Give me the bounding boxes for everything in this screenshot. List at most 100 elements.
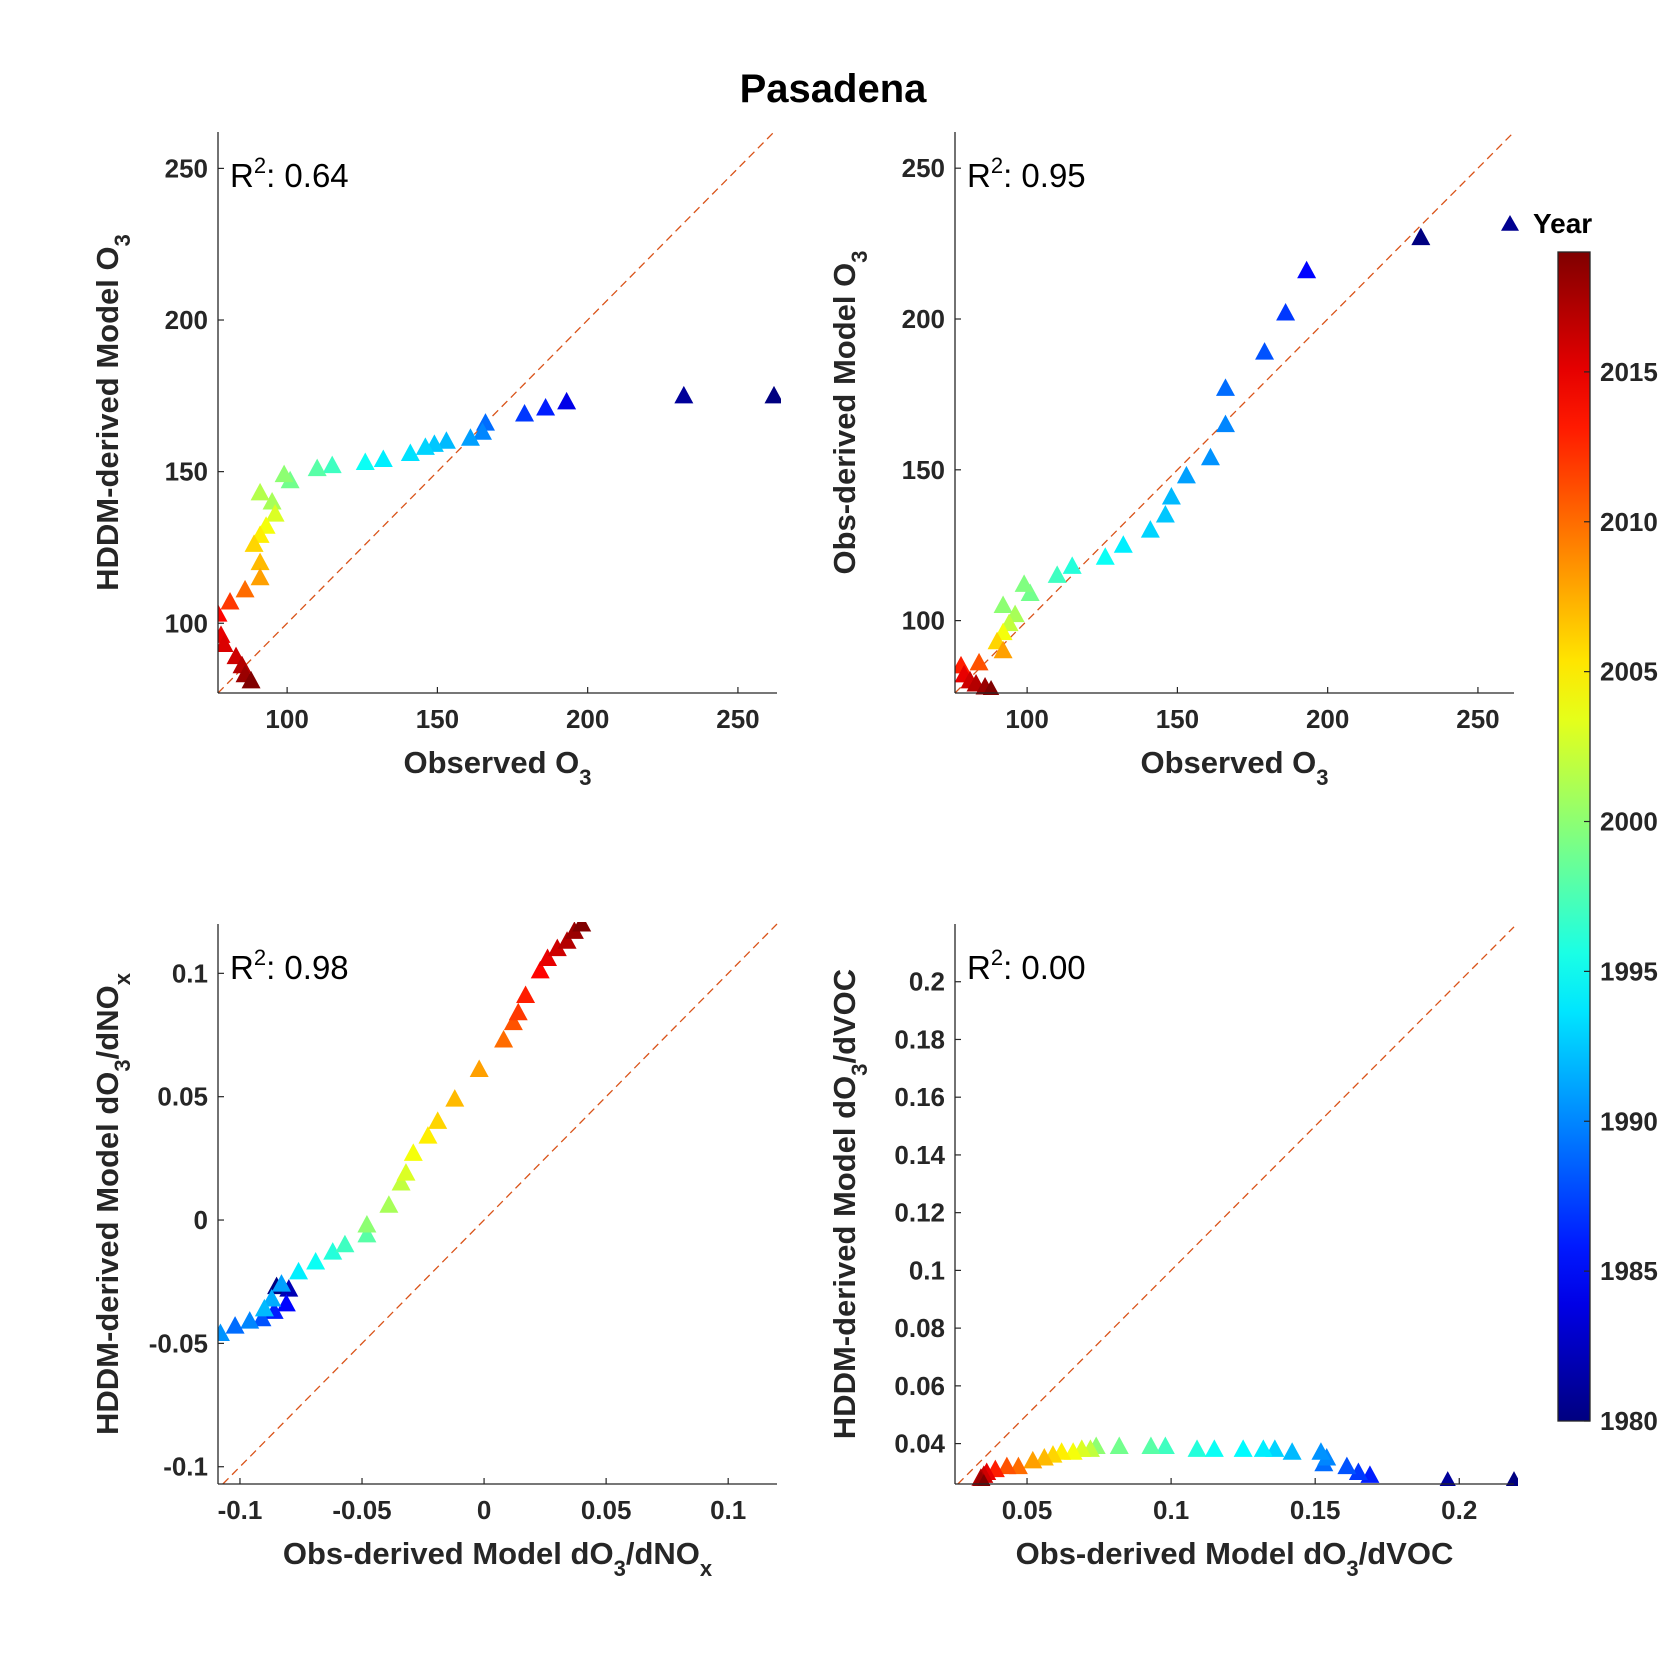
- y-axis-label: HDDM-derived Model dO3/dVOC: [827, 969, 872, 1439]
- x-tick-label: 0.1: [710, 1495, 746, 1525]
- x-axis-label: Observed O3: [1141, 745, 1329, 790]
- x-tick-label: 0.1: [1153, 1495, 1189, 1525]
- scatter-point: [1282, 1442, 1302, 1460]
- colorbar-tick-label: 1995: [1600, 956, 1658, 986]
- scatter-point: [1297, 260, 1317, 279]
- scatter-point: [460, 428, 480, 446]
- scatter-point: [977, 1474, 991, 1486]
- scatter-point: [969, 652, 989, 671]
- y-tick-label: 0.14: [894, 1140, 945, 1170]
- scatter-point: [764, 385, 781, 404]
- scatter-point: [235, 579, 255, 598]
- scatter-points: [955, 227, 1431, 695]
- x-axis-label: Observed O3: [404, 745, 592, 790]
- scatter-point: [1411, 227, 1431, 246]
- colorbar-gradient: [1557, 251, 1591, 1422]
- scatter-point: [1023, 1450, 1043, 1469]
- scatter-point: [1439, 1471, 1456, 1486]
- scatter-point: [993, 640, 1013, 659]
- scatter-points: [971, 1436, 1518, 1486]
- scatter-point: [1155, 1436, 1175, 1454]
- scatter-point: [982, 679, 1000, 695]
- y-tick-label: 150: [902, 455, 945, 485]
- x-tick-label: 200: [566, 704, 609, 734]
- r-squared-label: R2: 0.64: [230, 153, 349, 194]
- x-tick-label: 0.05: [581, 1495, 632, 1525]
- scatter-point: [530, 960, 550, 979]
- scatter-point: [1161, 486, 1181, 505]
- y-tick-label: 200: [902, 304, 945, 334]
- scatter-point: [1215, 378, 1235, 396]
- y-tick-label: 0.04: [894, 1429, 945, 1459]
- scatter-point: [1014, 574, 1034, 592]
- scatter-point: [307, 458, 327, 477]
- scatter-point: [469, 1059, 489, 1078]
- x-tick-label: 0.15: [1290, 1495, 1341, 1525]
- colorbar-tick-label: 1990: [1600, 1106, 1658, 1136]
- y-tick-label: 0.08: [894, 1313, 945, 1343]
- y-tick-label: 0.1: [909, 1255, 945, 1285]
- scatter-point: [515, 404, 535, 422]
- scatter-point: [262, 491, 282, 510]
- scatter-point: [379, 1195, 399, 1213]
- scatter-point: [322, 455, 342, 474]
- one-to-one-line: [222, 923, 778, 1485]
- y-tick-label: 250: [165, 153, 208, 183]
- scatter-point: [536, 397, 556, 416]
- scatter-point: [241, 670, 261, 689]
- x-axis-label: Obs-derived Model dO3/dNOx: [283, 1536, 713, 1581]
- scatter-point: [1176, 465, 1196, 484]
- scatter-point: [335, 1234, 355, 1253]
- scatter-point: [955, 655, 971, 674]
- scatter-point: [1337, 1456, 1357, 1475]
- scatter-point: [252, 1308, 272, 1327]
- scatter-point: [250, 567, 270, 586]
- scatter-point: [274, 464, 294, 483]
- scatter-point: [418, 1126, 438, 1144]
- scatter-point: [271, 1274, 291, 1292]
- y-axis-label: HDDM-derived Model dO3/dNOx: [90, 972, 135, 1435]
- y-tick-label: 0.16: [894, 1082, 945, 1112]
- scatter-point: [357, 1214, 377, 1233]
- y-tick-label: 0.12: [894, 1198, 945, 1228]
- scatter-point: [1113, 535, 1133, 553]
- r-squared-label: R2: 0.95: [967, 153, 1086, 194]
- scatter-point: [373, 449, 393, 468]
- y-tick-label: 100: [902, 606, 945, 636]
- y-tick-label: 250: [902, 153, 945, 183]
- y-axis-label: Obs-derived Model O3: [827, 250, 872, 574]
- scatter-points: [218, 922, 592, 1342]
- y-tick-label: 0: [194, 1205, 208, 1235]
- colorbar-tick-label: 1985: [1600, 1256, 1658, 1286]
- figure-title: Pasadena: [740, 67, 928, 111]
- x-tick-label: 0: [477, 1495, 491, 1525]
- scatter-point: [415, 437, 435, 455]
- scatter-point: [1140, 520, 1160, 538]
- x-tick-label: 150: [416, 704, 459, 734]
- x-tick-label: 250: [1456, 704, 1499, 734]
- scatter-point: [1348, 1462, 1368, 1480]
- scatter-point: [240, 1311, 260, 1329]
- y-tick-label: 0.05: [157, 1082, 208, 1112]
- x-tick-label: 250: [716, 704, 759, 734]
- scatter-point: [445, 1089, 465, 1107]
- y-tick-label: 0.2: [909, 967, 945, 997]
- scatter-points: [218, 385, 781, 689]
- x-tick-label: 0.2: [1441, 1495, 1477, 1525]
- scatter-point: [1215, 414, 1235, 433]
- y-tick-label: -0.1: [163, 1452, 208, 1482]
- colorbar-title-marker: [1501, 215, 1519, 231]
- scatter-point: [1109, 1436, 1129, 1454]
- scatter-point: [1253, 1439, 1273, 1457]
- scatter-point: [218, 1323, 230, 1342]
- scatter-point: [436, 431, 456, 449]
- y-tick-label: 100: [165, 608, 208, 638]
- scatter-point: [1233, 1439, 1253, 1457]
- scatter-point: [1505, 1471, 1518, 1486]
- y-tick-label: 0.18: [894, 1024, 945, 1054]
- scatter-point: [218, 604, 228, 622]
- scatter-point: [400, 443, 420, 461]
- r-squared-label: R2: 0.98: [230, 945, 349, 986]
- scatter-point: [250, 482, 270, 501]
- y-tick-label: 200: [165, 305, 208, 335]
